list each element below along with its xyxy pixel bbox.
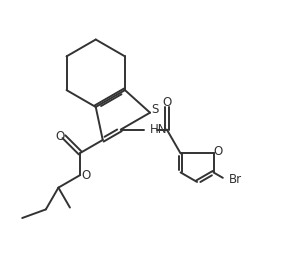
Text: O: O xyxy=(162,96,172,109)
Text: Br: Br xyxy=(229,173,242,186)
Text: S: S xyxy=(151,103,158,116)
Text: O: O xyxy=(56,130,65,143)
Text: O: O xyxy=(81,169,90,181)
Text: HN: HN xyxy=(150,123,168,136)
Text: O: O xyxy=(213,145,223,158)
